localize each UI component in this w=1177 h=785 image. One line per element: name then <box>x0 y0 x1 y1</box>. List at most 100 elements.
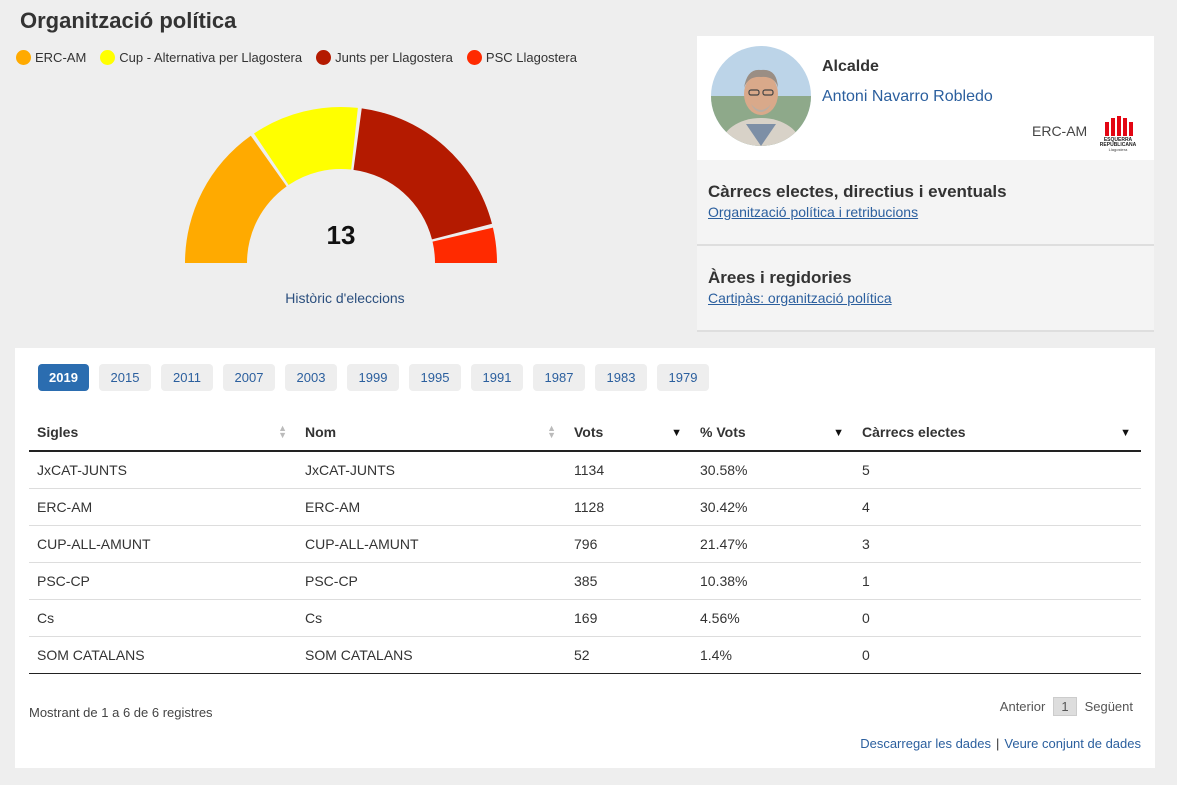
cell-percent: 30.58% <box>692 451 854 489</box>
legend-item-junts[interactable]: Junts per Llagostera <box>316 50 453 65</box>
table-row: SOM CATALANS SOM CATALANS 52 1.4% 0 <box>29 636 1141 674</box>
year-tab-1983[interactable]: 1983 <box>595 364 647 391</box>
column-header-vots[interactable]: Vots ▼ <box>566 413 692 452</box>
legend-item-cup[interactable]: Cup - Alternativa per Llagostera <box>100 50 302 65</box>
gauge-segment-erc-am[interactable] <box>185 135 287 263</box>
column-header-nom[interactable]: Nom ▲ ▼ <box>297 413 566 452</box>
link-separator: | <box>996 736 1000 751</box>
cell-carrecs: 0 <box>854 599 1141 637</box>
cell-carrecs: 3 <box>854 525 1141 563</box>
legend-dot-junts <box>316 50 332 65</box>
logo-text: Llagostera <box>1109 147 1128 152</box>
table-row: PSC-CP PSC-CP 385 10.38% 1 <box>29 562 1141 600</box>
legend-item-psc[interactable]: PSC Llagostera <box>466 50 577 65</box>
previous-page-button[interactable]: Anterior <box>999 699 1046 714</box>
cell-nom: SOM CATALANS <box>297 636 566 674</box>
gauge-segment-junts-per-llagostera[interactable] <box>353 108 492 240</box>
table-row: Cs Cs 169 4.56% 0 <box>29 599 1141 637</box>
year-tab-2015[interactable]: 2015 <box>99 364 151 391</box>
year-tab-1995[interactable]: 1995 <box>409 364 461 391</box>
election-history-link[interactable]: Històric d'eleccions <box>285 290 405 306</box>
chart-legend: ERC-AM Cup - Alternativa per Llagostera … <box>16 50 577 65</box>
cell-carrecs: 4 <box>854 488 1141 526</box>
legend-label: Cup - Alternativa per Llagostera <box>119 50 303 65</box>
cell-sigles: Cs <box>29 599 297 637</box>
cell-nom: PSC-CP <box>297 562 566 600</box>
year-tab-2003[interactable]: 2003 <box>285 364 337 391</box>
year-tab-2019[interactable]: 2019 <box>38 364 89 391</box>
cell-nom: CUP-ALL-AMUNT <box>297 525 566 563</box>
sort-both-icon: ▲ ▼ <box>278 423 287 440</box>
cell-carrecs: 5 <box>854 451 1141 489</box>
cell-percent: 4.56% <box>692 599 854 637</box>
legend-dot-cup <box>100 50 116 65</box>
legend-item-erc[interactable]: ERC-AM <box>16 50 86 65</box>
right-panel: Alcalde Antoni Navarro Robledo ERC-AM ES… <box>697 36 1154 332</box>
year-tabs: 2019 2015 2011 2007 2003 1999 1995 1991 … <box>38 364 709 391</box>
cell-percent: 30.42% <box>692 488 854 526</box>
cell-sigles: PSC-CP <box>29 562 297 600</box>
legend-dot-psc <box>466 50 482 65</box>
download-links: Descarregar les dades | Veure conjunt de d… <box>860 736 1141 751</box>
gauge-segment-cup-alternativa-per-llagostera[interactable] <box>253 107 358 185</box>
erc-logo: ESQUERRA REPUBLICANA Llagostera <box>1100 116 1137 152</box>
areas-block: Àrees i regidories Cartipàs: organitzaci… <box>697 246 1154 332</box>
column-header-percent-vots[interactable]: % Vots ▼ <box>692 413 854 452</box>
page-title: Organització política <box>20 8 237 33</box>
cell-vots: 1128 <box>566 488 692 526</box>
cartipas-link[interactable]: Cartipàs: organització política <box>708 290 892 306</box>
cell-vots: 1134 <box>566 451 692 489</box>
gauge-segment-psc-llagostera[interactable] <box>432 227 497 263</box>
logo-text: REPUBLICANA <box>1100 142 1137 148</box>
cell-carrecs: 1 <box>854 562 1141 600</box>
download-data-link[interactable]: Descarregar les dades <box>860 736 991 751</box>
mayor-portrait-icon <box>711 46 811 146</box>
mayor-card: Alcalde Antoni Navarro Robledo ERC-AM ES… <box>697 36 1154 160</box>
cell-sigles: ERC-AM <box>29 488 297 526</box>
page-number-button[interactable]: 1 <box>1053 697 1077 716</box>
table-row: JxCAT-JUNTS JxCAT-JUNTS 1134 30.58% 5 <box>29 451 1141 489</box>
cell-nom: JxCAT-JUNTS <box>297 451 566 489</box>
cell-percent: 1.4% <box>692 636 854 674</box>
cell-vots: 385 <box>566 562 692 600</box>
legend-dot-erc <box>16 50 31 65</box>
cell-percent: 10.38% <box>692 562 854 600</box>
year-tab-2007[interactable]: 2007 <box>223 364 275 391</box>
cell-nom: ERC-AM <box>297 488 566 526</box>
view-dataset-link[interactable]: Veure conjunt de dades <box>1004 736 1141 751</box>
column-header-sigles[interactable]: Sigles ▲ ▼ <box>29 413 297 452</box>
results-table: Sigles ▲ ▼ Nom ▲ ▼ Vots ▼ % Vots ▼ Càrrecs ele… <box>29 413 1141 674</box>
sort-both-icon: ▲ ▼ <box>547 423 556 440</box>
sort-desc-icon: ▼ <box>1120 427 1131 439</box>
cell-sigles: JxCAT-JUNTS <box>29 451 297 489</box>
cell-nom: Cs <box>297 599 566 637</box>
info-title: Càrrecs electes, directius i eventuals <box>708 182 1007 201</box>
cell-sigles: SOM CATALANS <box>29 636 297 674</box>
year-tab-1979[interactable]: 1979 <box>657 364 709 391</box>
legend-label: ERC-AM <box>35 50 87 65</box>
pagination: Anterior 1 Següent <box>1000 697 1133 716</box>
legend-label: PSC Llagostera <box>485 50 577 65</box>
column-header-carrecs[interactable]: Càrrecs electes ▼ <box>854 413 1141 452</box>
logo-text: ESQUERRA <box>1104 137 1133 143</box>
next-page-button[interactable]: Següent <box>1084 699 1133 714</box>
year-tab-2011[interactable]: 2011 <box>161 364 213 391</box>
year-tab-1999[interactable]: 1999 <box>347 364 399 391</box>
political-organization-link[interactable]: Organització política i retribucions <box>708 204 919 220</box>
cell-vots: 796 <box>566 525 692 563</box>
mayor-role: Alcalde <box>822 58 879 75</box>
elected-positions-block: Càrrecs electes, directius i eventuals O… <box>697 160 1154 246</box>
results-card: 2019 2015 2011 2007 2003 1999 1995 1991 … <box>15 348 1155 768</box>
records-info: Mostrant de 1 a 6 de 6 registres <box>29 705 213 720</box>
table-row: ERC-AM ERC-AM 1128 30.42% 4 <box>29 488 1141 526</box>
gauge-total-seats: 13 <box>326 220 356 250</box>
cell-vots: 52 <box>566 636 692 674</box>
cell-carrecs: 0 <box>854 636 1141 674</box>
sort-desc-icon: ▼ <box>833 427 844 439</box>
year-tab-1987[interactable]: 1987 <box>533 364 585 391</box>
year-tab-1991[interactable]: 1991 <box>471 364 523 391</box>
mayor-party: ERC-AM <box>1032 123 1088 139</box>
table-row: CUP-ALL-AMUNT CUP-ALL-AMUNT 796 21.47% 3 <box>29 525 1141 563</box>
mayor-photo <box>711 46 811 146</box>
mayor-name-link[interactable]: Antoni Navarro Robledo <box>822 88 993 105</box>
